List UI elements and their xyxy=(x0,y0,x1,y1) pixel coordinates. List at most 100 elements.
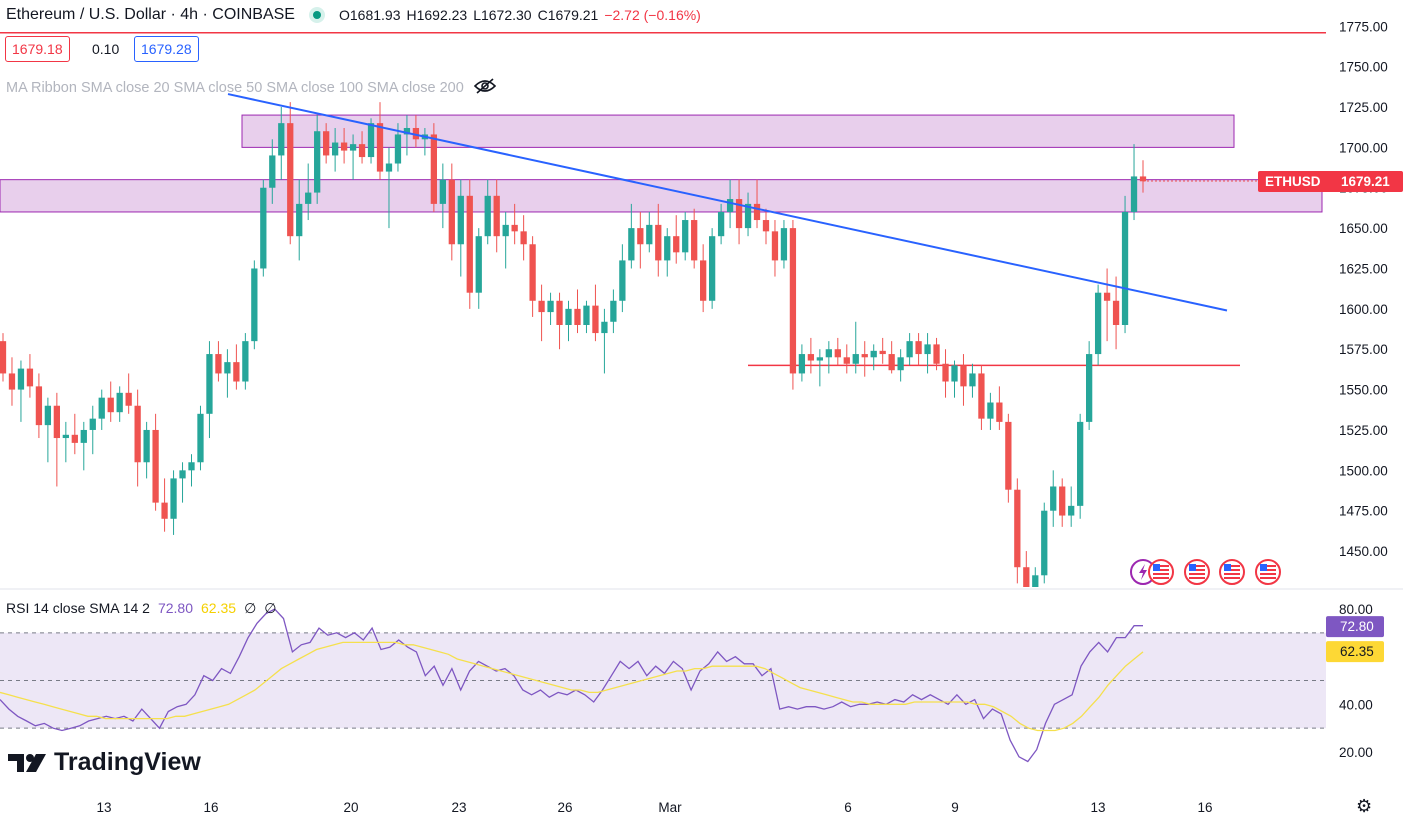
candle xyxy=(906,333,913,366)
candle-body xyxy=(717,211,725,237)
symbol-title[interactable]: Ethereum / U.S. Dollar · 4h · COINBASE xyxy=(6,6,295,23)
flag-stripe xyxy=(1153,573,1169,575)
candle xyxy=(17,360,25,422)
candle xyxy=(412,115,420,148)
time-axis-label: 16 xyxy=(203,800,218,815)
candle xyxy=(152,413,159,511)
candle xyxy=(305,163,312,221)
candle xyxy=(753,179,761,229)
candle-body xyxy=(852,354,859,364)
candle xyxy=(89,405,96,455)
candle xyxy=(358,131,366,164)
candle xyxy=(170,470,177,535)
candle-body xyxy=(448,179,455,245)
candle xyxy=(125,373,132,414)
candle xyxy=(861,341,868,377)
candle xyxy=(1032,567,1039,587)
candle xyxy=(610,289,617,334)
price-axis-label: 1450.00 xyxy=(1339,544,1388,559)
candle-body xyxy=(152,429,159,503)
rsi-sma-tag: 62.35 xyxy=(1326,641,1384,663)
candle-body xyxy=(583,305,590,325)
candle xyxy=(879,337,886,364)
sell-button[interactable]: 1679.18 xyxy=(5,36,70,62)
candle-body xyxy=(1077,421,1084,506)
rsi-value-tag-text: 72.80 xyxy=(1340,619,1374,634)
buy-button[interactable]: 1679.28 xyxy=(134,36,199,62)
candle-body xyxy=(0,341,7,374)
candle-body xyxy=(610,300,617,322)
candle-body xyxy=(744,203,752,229)
candle-body xyxy=(933,344,940,364)
price-axis-label: 1625.00 xyxy=(1339,261,1388,276)
price-axis-label: 1475.00 xyxy=(1339,504,1388,519)
candle xyxy=(439,163,446,229)
candle xyxy=(996,386,1003,430)
candle-body xyxy=(924,344,931,355)
candle-body xyxy=(98,397,105,419)
candle xyxy=(1050,470,1057,527)
candle-body xyxy=(340,142,348,151)
candle xyxy=(502,211,509,269)
rsi-legend[interactable]: RSI 14 close SMA 14 2 72.80 62.35 ∅ ∅ xyxy=(6,600,276,617)
candle xyxy=(1014,478,1021,584)
rsi-value-tag: 72.80 xyxy=(1326,616,1384,638)
ohlc-high: H1692.23 xyxy=(406,7,468,23)
candle xyxy=(951,360,958,398)
candle xyxy=(242,333,249,390)
candle-body xyxy=(735,199,743,229)
candle-body xyxy=(574,308,581,325)
candle xyxy=(340,127,348,164)
eye-hidden-icon[interactable] xyxy=(473,78,496,98)
candle xyxy=(807,337,815,374)
candle-body xyxy=(8,373,16,390)
flag-stripe xyxy=(1189,569,1205,571)
candle-body xyxy=(511,224,518,232)
candle xyxy=(0,333,7,382)
lightning-glyph xyxy=(1139,564,1147,580)
candle xyxy=(520,215,527,261)
candle-body xyxy=(978,373,985,419)
candle-body xyxy=(376,123,384,172)
candle xyxy=(143,421,150,479)
candle-body xyxy=(789,228,797,374)
price-axis-label: 1650.00 xyxy=(1339,221,1388,236)
ma-ribbon-legend[interactable]: MA Ribbon SMA close 20 SMA close 50 SMA … xyxy=(6,78,496,98)
candle-body xyxy=(116,392,123,413)
settings-gear-icon[interactable]: ⚙ xyxy=(1356,796,1373,816)
candle xyxy=(314,115,321,204)
us-flag-event-icon xyxy=(1184,559,1210,585)
candle-body xyxy=(825,349,832,358)
candle-body xyxy=(807,354,815,361)
candle-body xyxy=(349,144,357,151)
flag-canton xyxy=(1260,564,1267,571)
candle-body xyxy=(664,236,671,261)
candle-body xyxy=(726,199,734,212)
resistance-zone-1 xyxy=(0,179,1323,213)
candle xyxy=(98,389,105,430)
candle-body xyxy=(323,131,330,156)
candle xyxy=(592,284,599,342)
time-axis-label: 20 xyxy=(343,800,358,815)
tradingview-logo[interactable]: TradingView xyxy=(8,748,201,777)
candle-body xyxy=(601,321,608,334)
candle-body xyxy=(367,123,375,158)
candle xyxy=(700,244,707,313)
event-icon-ring xyxy=(1219,559,1245,585)
flag-stripe xyxy=(1224,565,1240,567)
symbol-header: Ethereum / U.S. Dollar · 4h · COINBASE O… xyxy=(6,6,701,24)
ma-ribbon-label: MA Ribbon SMA close 20 SMA close 50 SMA … xyxy=(6,80,464,96)
candle-body xyxy=(1050,486,1057,511)
candle xyxy=(960,354,967,406)
candle-body xyxy=(161,502,168,519)
candle-body xyxy=(771,231,779,261)
tradingview-logo-text: TradingView xyxy=(54,748,201,776)
rsi-sma-line xyxy=(0,641,1144,732)
candle-body xyxy=(1014,489,1021,568)
time-axis-label: 13 xyxy=(1090,800,1105,815)
candle xyxy=(798,344,806,382)
rsi-axis-label: 40.00 xyxy=(1339,697,1373,712)
candle-body xyxy=(197,413,204,463)
candle-body xyxy=(484,195,491,237)
